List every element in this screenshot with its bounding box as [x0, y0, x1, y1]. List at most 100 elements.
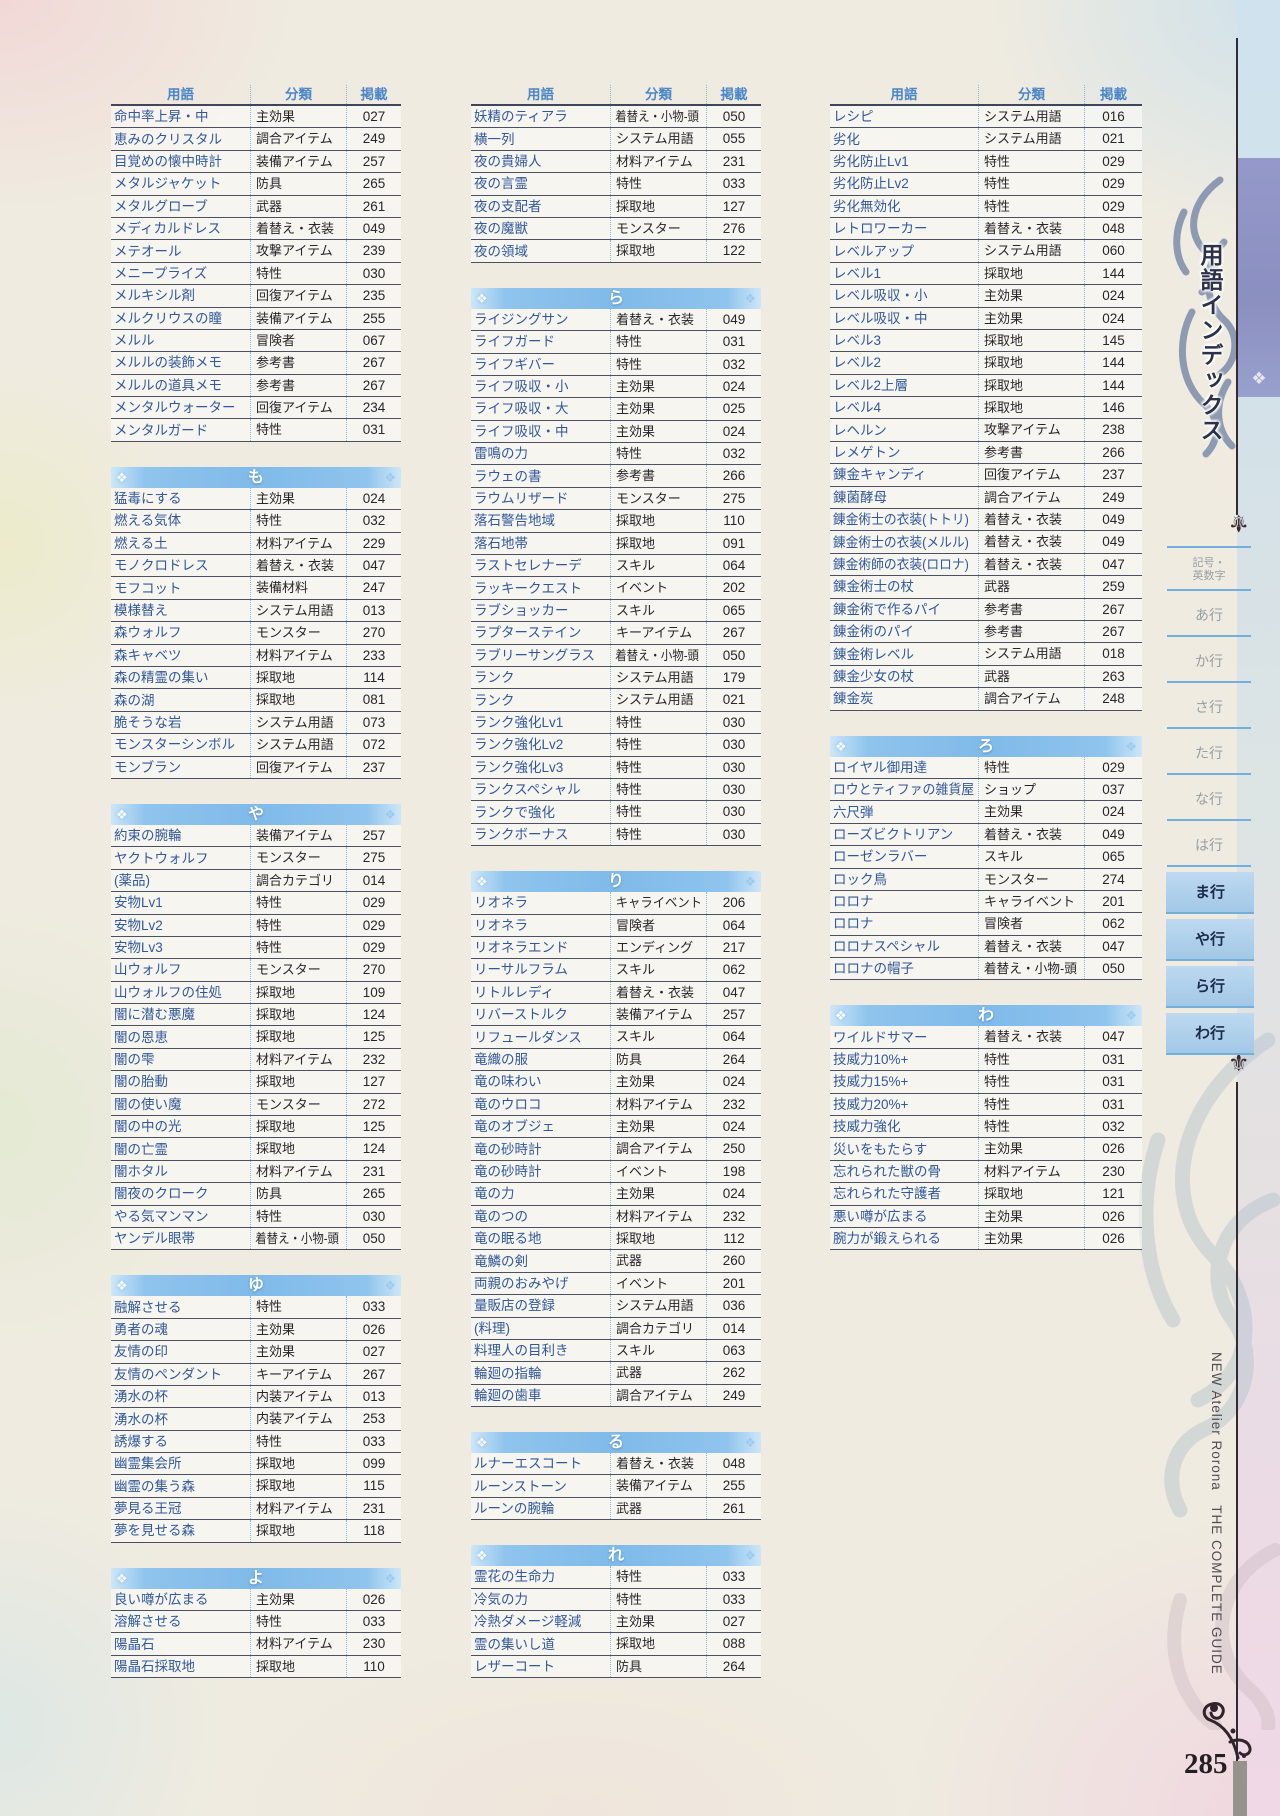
term-cell: ラウムリザード — [474, 491, 569, 507]
diamond-ornament-icon: ❖ — [744, 874, 756, 890]
table-row: 横一列 システム用語 055 — [471, 128, 761, 151]
term-cell: 竜の眠る地 — [474, 1231, 542, 1247]
page-cell: 081 — [346, 689, 401, 711]
term-cell: ライフギバー — [474, 356, 555, 372]
category-cell: 採取地 — [610, 1633, 706, 1655]
category-cell: 採取地 — [250, 666, 346, 689]
term-cell: リバーストルク — [474, 1007, 568, 1023]
category-cell: 調合アイテム — [978, 688, 1084, 710]
page-cell: 024 — [1084, 307, 1142, 329]
category-cell: 採取地 — [978, 1183, 1084, 1205]
page-cell: 033 — [346, 1296, 401, 1318]
category-cell: 特性 — [610, 443, 706, 465]
section-kana: ら — [607, 289, 624, 307]
diamond-ornament-icon: ❖ — [476, 1435, 488, 1451]
term-cell: 輪廻の歯車 — [474, 1387, 542, 1403]
table-row: 闇夜のクローク 防具 265 — [111, 1183, 401, 1206]
table-row: 技威力15%+ 特性 031 — [830, 1071, 1142, 1094]
page-cell: 257 — [706, 1004, 761, 1026]
column-header: 用語 — [527, 87, 554, 102]
term-cell: (薬品) — [114, 872, 150, 888]
table-row: 闇の恩恵 採取地 125 — [111, 1026, 401, 1049]
term-cell: 夢を見せる森 — [114, 1523, 195, 1539]
table-row: ランク強化Lv2 特性 030 — [471, 734, 761, 757]
table-row: 妖精のティアラ 着替え・小物-頭 050 — [471, 106, 761, 129]
category-cell: 着替え・小物-頭 — [250, 1227, 339, 1250]
category-cell: 装備アイテム — [610, 1004, 706, 1026]
category-cell: 装備材料 — [250, 577, 346, 599]
page-cell: 050 — [1084, 958, 1142, 980]
term-cell: 竜の砂時計 — [474, 1163, 542, 1179]
table-row: 竜の眠る地 採取地 112 — [471, 1227, 761, 1251]
table-row: レベル吸収・中 主効果 024 — [830, 307, 1142, 330]
page-cell: 029 — [1084, 756, 1142, 778]
term-cell: 劣化無効化 — [833, 198, 901, 214]
page-number-bar — [1233, 1761, 1247, 1816]
page-cell: 029 — [1084, 150, 1142, 173]
category-cell: 着替え・衣装 — [978, 531, 1084, 553]
term-cell: 落石地帯 — [474, 535, 528, 551]
page-cell: 202 — [706, 577, 761, 599]
category-cell: 採取地 — [250, 1138, 346, 1160]
term-cell: 錬金少女の杖 — [833, 668, 914, 684]
category-cell: 着替え・衣装 — [610, 981, 706, 1004]
index-column-3: 用語 分類 掲載 レシピ システム用語 016 劣化 システム用語 021 劣化防止Lv1 特性 02… — [830, 85, 1142, 1251]
category-cell: 採取地 — [610, 240, 706, 262]
term-cell: 竜の味わい — [474, 1074, 542, 1090]
term-cell: 劣化 — [833, 131, 860, 147]
category-cell: 着替え・衣装 — [610, 308, 706, 331]
page-cell: 073 — [346, 711, 401, 734]
table-row: ルーンストーン 装備アイテム 255 — [471, 1475, 761, 1498]
page-cell: 031 — [346, 419, 401, 441]
column-header: 用語 — [167, 87, 194, 102]
term-cell: 技威力10%+ — [833, 1052, 909, 1068]
term-cell: 輪廻の指輪 — [474, 1365, 542, 1381]
term-cell: メニープライズ — [114, 265, 208, 281]
page-cell: 013 — [346, 1385, 401, 1408]
table-row: リトルレディ 着替え・衣装 047 — [471, 981, 761, 1005]
category-cell: 材料アイテム — [250, 532, 346, 555]
table-row: 夢を見せる森 採取地 118 — [111, 1520, 401, 1543]
category-cell: キャライベント — [610, 892, 702, 914]
page-cell: 032 — [706, 353, 761, 375]
table-row: 竜の味わい 主効果 024 — [471, 1071, 761, 1094]
page-cell: 021 — [706, 689, 761, 711]
table-row: 霊花の生命力 特性 033 — [471, 1566, 761, 1589]
section-kana: や — [247, 805, 264, 823]
term-cell: 闇の雫 — [114, 1052, 155, 1068]
diamond-ornament-icon: ❖ — [476, 290, 488, 306]
table-row: 森の精霊の集い 採取地 114 — [111, 666, 401, 690]
category-cell: 採取地 — [610, 532, 706, 555]
term-cell: ランク強化Lv3 — [474, 759, 564, 775]
table-row: 模様替え システム用語 013 — [111, 599, 401, 623]
category-cell: 主効果 — [250, 1588, 346, 1611]
page-cell: 024 — [706, 420, 761, 443]
table-row: レベル2 採取地 144 — [830, 352, 1142, 375]
page-cell: 260 — [706, 1250, 761, 1272]
term-cell: メディカルドレス — [114, 221, 222, 237]
term-cell: 竜鱗の剣 — [474, 1253, 528, 1269]
category-cell: 採取地 — [250, 981, 346, 1004]
table-row: 命中率上昇・中 主効果 027 — [111, 106, 401, 129]
category-cell: 着替え・小物-頭 — [978, 958, 1081, 980]
table-row: ラブリーサングラス 着替え・小物-頭 050 — [471, 644, 761, 667]
term-cell: 約束の腕輪 — [114, 828, 182, 844]
term-cell: 霊の集いし道 — [474, 1636, 555, 1652]
term-cell: レベル吸収・小 — [833, 288, 928, 304]
page-cell: 026 — [346, 1588, 401, 1611]
category-cell: 特性 — [610, 756, 706, 778]
table-row: 錬金術師の衣装(ロロナ) 着替え・衣装 047 — [830, 553, 1142, 577]
category-cell: 特性 — [978, 173, 1084, 195]
table-row: (薬品) 調合カテゴリ 014 — [111, 869, 401, 893]
table-row: 劣化 システム用語 021 — [830, 128, 1142, 151]
diamond-ornament-icon: ❖ — [384, 806, 396, 822]
table-row: 森ウォルフ モンスター 270 — [111, 622, 401, 645]
diamond-ornament-icon: ❖ — [116, 1278, 128, 1294]
table-row: リバーストルク 装備アイテム 257 — [471, 1004, 761, 1027]
section-header-bar: ❖ ❖ ろ — [830, 735, 1142, 757]
diamond-ornament-icon: ❖ — [835, 1008, 847, 1024]
page-cell: 125 — [346, 1116, 401, 1138]
table-row: 闇の使い魔 モンスター 272 — [111, 1093, 401, 1117]
term-cell: (料理) — [474, 1320, 510, 1336]
term-cell: メルキシル剤 — [114, 288, 195, 304]
